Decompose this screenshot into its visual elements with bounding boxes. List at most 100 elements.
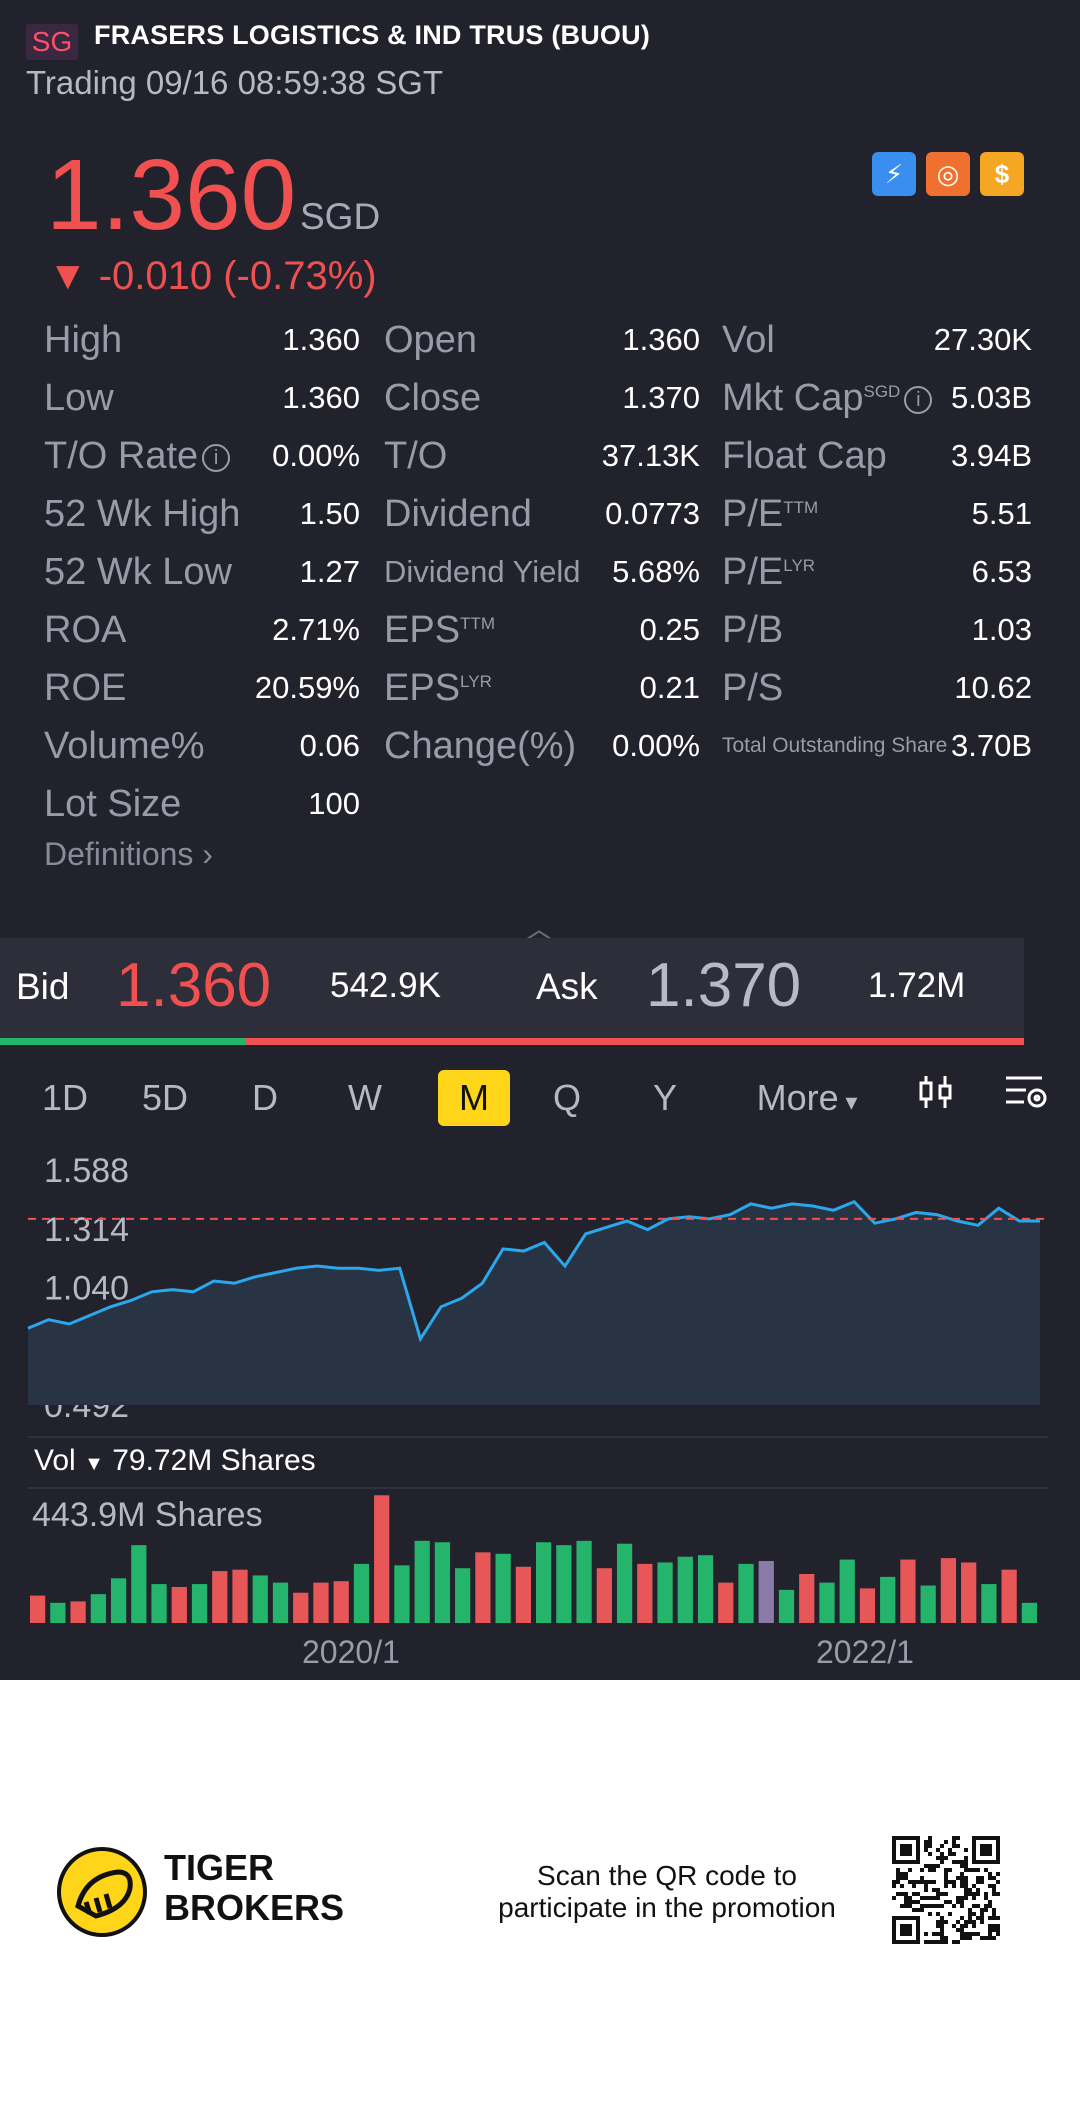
stat-value: 0.06 [299, 728, 360, 763]
tab-5d[interactable]: 5D [141, 1077, 189, 1118]
stat-col2-6: EPSLYR 0.21 [384, 660, 700, 716]
price-change: ▼ -0.010 (-0.73%) [48, 254, 377, 298]
volume-bar [131, 1545, 147, 1623]
price-area [28, 1201, 1040, 1405]
volume-bar [455, 1568, 471, 1623]
bid-ratio-bar [0, 1038, 246, 1045]
volume-bar [859, 1588, 876, 1623]
stat-col3-2: Float Cap 3.94B [722, 428, 1032, 484]
volume-bar [697, 1555, 714, 1623]
volume-bar [900, 1559, 916, 1623]
brand-name: TIGER BROKERS [164, 1847, 345, 1928]
stat-col3-7: Total Outstanding Share 3.70B [722, 718, 1032, 774]
market-badge: SG [26, 24, 78, 60]
volume-bar [232, 1569, 248, 1623]
volume-bar [718, 1582, 734, 1623]
stat-label: Mkt CapSGD i [722, 370, 933, 426]
bid-label: Bid [16, 966, 70, 1007]
candlestick-icon[interactable] [910, 1070, 962, 1126]
stat-label: Float Cap [722, 435, 887, 477]
stat-value: 0.00% [272, 438, 360, 473]
dollar-icon[interactable]: $ [980, 152, 1024, 196]
tiger-logo [57, 1847, 147, 1937]
stat-col3-4: P/ELYR 6.53 [722, 544, 1032, 600]
stat-label: Lot Size [44, 783, 182, 825]
stat-label: Vol [722, 319, 775, 361]
ask-price: 1.370 [646, 951, 802, 1020]
tab-more[interactable]: More ▾ [756, 1077, 858, 1118]
stat-col2-7: Change(%) 0.00% [384, 718, 700, 774]
qr-code[interactable] [892, 1836, 1000, 1944]
stat-label: 52 Wk High [44, 493, 241, 535]
stat-value: 1.27 [299, 554, 360, 589]
volume-bar [799, 1573, 815, 1623]
tab-y[interactable]: Y [652, 1077, 677, 1118]
volume-bar [880, 1576, 896, 1623]
options-icon[interactable]: ◎ [926, 152, 970, 196]
stat-label: ROA [44, 609, 127, 651]
stat-col3-1: Mkt CapSGD i 5.03B [722, 370, 1032, 426]
volume-bar [495, 1553, 511, 1623]
stat-col1-5: ROA 2.71% [44, 602, 360, 658]
lightning-icon[interactable]: ⚡ [872, 152, 916, 196]
stat-col1-1: Low 1.360 [44, 370, 360, 426]
stat-col2-5: EPSTTM 0.25 [384, 602, 700, 658]
volume-bar [313, 1582, 329, 1623]
volume-bar [293, 1592, 309, 1623]
volume-bar [961, 1562, 977, 1623]
bid-price: 1.360 [116, 951, 272, 1020]
volume-bar [272, 1582, 289, 1623]
volume-bar [920, 1585, 936, 1623]
stat-value: 1.50 [299, 496, 360, 531]
stat-col3-0: Vol 27.30K [722, 312, 1032, 368]
tab-w[interactable]: W [348, 1077, 382, 1118]
stat-value: 1.03 [971, 612, 1032, 647]
volume-bar [50, 1602, 66, 1623]
stat-col1-8: Lot Size 100 [44, 776, 360, 832]
promo-text: Scan the QR code to participate in the pr… [498, 1860, 836, 1923]
volume-bar [434, 1542, 451, 1623]
volume-bar [515, 1566, 531, 1623]
stat-col2-4: Dividend Yield 5.68% [384, 544, 700, 600]
info-icon[interactable]: i [202, 443, 231, 472]
volume-bar [637, 1563, 653, 1623]
tab-d[interactable]: D [252, 1077, 278, 1118]
ask-ratio-bar [246, 1038, 1024, 1045]
stat-value: 37.13K [601, 438, 700, 473]
chart-settings-icon[interactable] [998, 1070, 1054, 1126]
stat-value: 5.68% [612, 554, 700, 589]
volume-bar [940, 1558, 957, 1623]
stock-name: FRASERS LOGISTICS & IND TRUS (BUOU) [94, 20, 651, 50]
volume-bar [374, 1495, 390, 1623]
volume-current: 79.72M Shares [112, 1444, 316, 1477]
stat-value: 2.71% [272, 612, 360, 647]
stat-label: EPSLYR [384, 667, 492, 709]
volume-bar [576, 1540, 592, 1623]
y-tick-label: 1.314 [44, 1211, 129, 1249]
stat-col2-3: Dividend 0.0773 [384, 486, 700, 542]
tab-1d[interactable]: 1D [41, 1077, 89, 1118]
info-icon[interactable]: i [904, 385, 933, 414]
volume-bar [536, 1542, 552, 1623]
volume-bar [596, 1568, 612, 1623]
stat-label: Close [384, 377, 482, 419]
volume-selector[interactable]: Vol ▼ 79.72M Shares [34, 1444, 316, 1477]
volume-bar [657, 1562, 673, 1623]
volume-bar [70, 1601, 86, 1623]
volume-bar [839, 1559, 855, 1623]
stat-col3-3: P/ETTM 5.51 [722, 486, 1032, 542]
stat-label: Total Outstanding Share [722, 734, 948, 757]
stat-value: 27.30K [933, 322, 1032, 357]
y-tick-label: 1.040 [44, 1270, 129, 1308]
x-axis-label: 2022/1 [816, 1634, 914, 1670]
stat-label: P/ETTM [722, 493, 819, 535]
ask-size: 1.72M [868, 966, 966, 1005]
feature-badges: ⚡ ◎ $ [872, 152, 1024, 196]
volume-bar [556, 1545, 572, 1623]
tab-q[interactable]: Q [552, 1077, 581, 1118]
currency-label: SGD [300, 196, 381, 237]
definitions-link[interactable]: Definitions › [44, 836, 213, 872]
tab-m[interactable]: M [438, 1070, 510, 1126]
stat-label: ROE [44, 667, 127, 709]
